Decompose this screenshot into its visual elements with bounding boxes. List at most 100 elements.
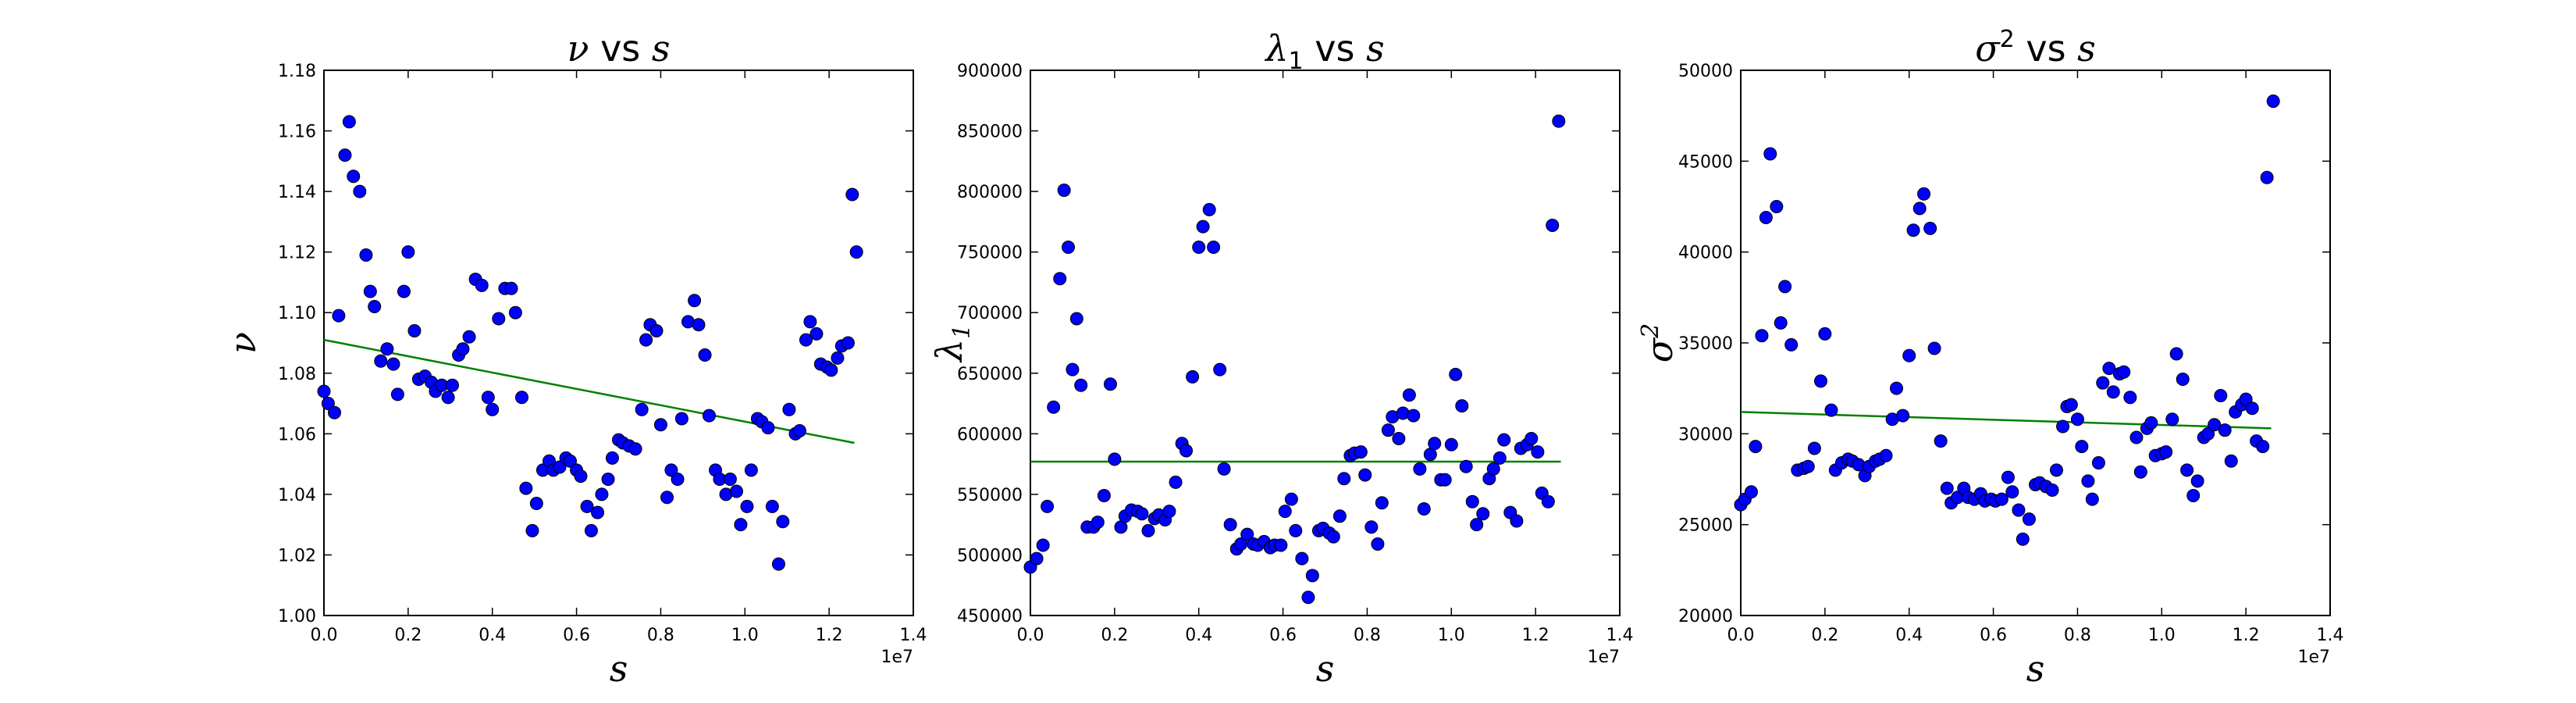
lambda-data-point [1169,475,1183,489]
lambda-data-point [1510,514,1524,528]
nu-data-point [692,318,706,332]
lambda-data-point [1207,240,1221,254]
lambda-data-point [1326,530,1340,544]
lambda-data-point [1202,202,1216,216]
sigma-y-tick-label: 30000 [1678,425,1733,444]
lambda-data-point [1541,494,1555,509]
nu-data-point [553,460,567,474]
sigma-plot-frame [1740,70,2331,616]
lambda-data-point [1217,462,1231,476]
sigma-x-tick-label: 1.4 [2317,626,2344,645]
nu-x-tick-label: 0.8 [647,626,674,645]
lambda-data-point [1332,509,1347,523]
sigma-data-point [1778,280,1792,294]
nu-data-point [841,336,855,350]
nu-data-point [628,442,642,456]
lambda-data-point [1531,445,1545,459]
nu-data-point [671,473,685,486]
sigma-data-point [1824,403,1838,417]
sigma-data-point [2085,492,2099,506]
sigma-data-point [1801,459,1815,473]
nu-y-axis-label: ν [222,332,264,354]
nu-data-point [635,402,649,416]
lambda-y-tick-label: 850000 [957,123,1023,142]
lambda-y-tick-label: 650000 [957,365,1023,384]
sigma-trend-line [1740,411,2272,430]
lambda-data-point [1470,518,1484,532]
lambda-y-tick-label: 500000 [957,546,1023,566]
lambda-data-point [1392,432,1406,446]
lambda-data-point [1459,459,1473,473]
nu-data-point [639,333,653,347]
nu-data-point [445,378,459,392]
sigma-data-point [1807,441,1821,455]
lambda-y-tick-label: 750000 [957,244,1023,263]
lambda-chart-title: λ1 vs s [1264,27,1384,75]
sigma-data-point [2102,362,2116,376]
sigma-data-point [1912,202,1927,216]
sigma-data-point [2169,347,2183,361]
nu-plot-frame [323,70,914,616]
nu-data-point [601,473,615,486]
sigma-data-point [1784,337,1799,352]
sigma-data-point [2005,485,2019,499]
lambda-data-point [1407,409,1421,423]
lambda-data-point [1186,369,1200,384]
sigma-data-point [2218,423,2232,437]
lambda-data-point [1438,473,1452,487]
sigma-data-point [2091,456,2105,470]
lambda-y-tick-label: 700000 [957,304,1023,323]
sigma-x-axis-label: s [2026,648,2045,690]
nu-data-point [674,412,688,426]
nu-data-point [492,312,506,326]
nu-y-tick-label: 1.14 [278,183,316,202]
lambda-data-point [1337,472,1351,486]
lambda-data-point [1295,551,1309,566]
nu-data-point [740,499,754,513]
nu-y-tick-label: 1.04 [278,486,316,505]
lambda-data-point [1546,219,1560,233]
lambda-data-point [1223,518,1237,532]
nu-x-axis-label: s [610,648,628,690]
nu-chart-title: ν vs s [567,27,670,70]
lambda-data-point [1444,437,1458,451]
lambda-data-point [1413,462,1427,476]
sigma-data-point [2123,391,2137,405]
sigma-data-point [2256,440,2270,454]
sigma-data-point [1879,448,1893,462]
nu-data-point [407,323,422,337]
nu-data-point [734,518,748,532]
lambda-x-tick-label: 0.0 [1017,626,1044,645]
sigma-y-tick-label: 40000 [1678,244,1733,263]
lambda-data-point [1162,505,1176,519]
nu-data-point [771,557,785,571]
nu-x-tick-label: 1.2 [816,626,843,645]
lambda-data-point [1135,507,1149,521]
nu-data-point [508,305,522,319]
lambda-data-point [1525,432,1539,446]
lambda-data-point [1305,569,1319,583]
nu-data-point [765,499,779,513]
nu-data-point [595,487,609,501]
sigma-data-point [2266,95,2280,109]
sigma-data-point [2165,412,2179,426]
lambda-data-point [1449,367,1463,381]
lambda-data-point [1552,114,1566,128]
sigma-data-point [2190,474,2204,488]
sigma-data-point [2208,418,2222,432]
sigma-data-point [2049,463,2063,477]
sigma-data-point [1770,200,1784,213]
sigma-data-point [1917,187,1931,201]
lambda-data-point [1465,494,1479,509]
nu-data-point [799,333,813,347]
sigma-data-point [2012,503,2026,517]
lambda-data-point [1455,399,1469,413]
lambda-x-tick-label: 0.6 [1269,626,1297,645]
sigma-data-point [1818,327,1832,341]
nu-data-point [688,294,702,308]
lambda-data-point [1402,388,1416,402]
lambda-data-point [1274,538,1288,552]
sigma-x-tick-label: 0.0 [1727,626,1755,645]
nu-data-point [347,170,361,184]
lambda-data-point [1062,240,1076,254]
